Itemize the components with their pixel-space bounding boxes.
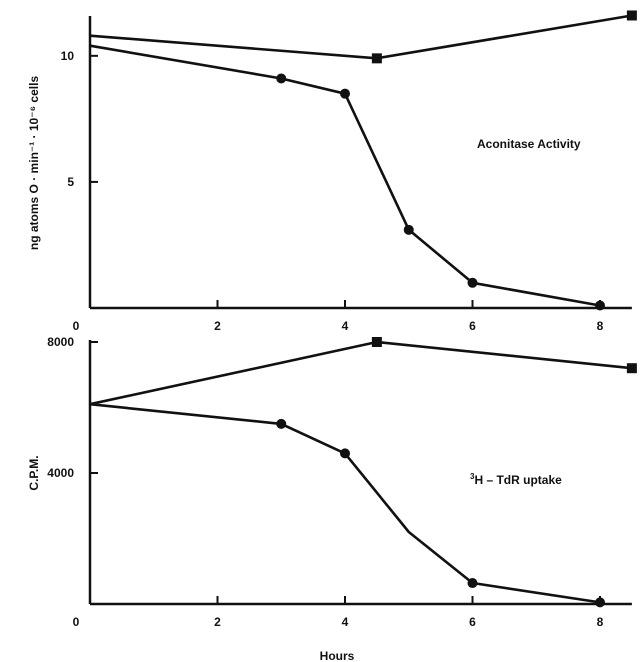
panel-top-series-square-line [89,14,633,60]
panel-bottom-group: 0 2 4 6 8 4000 8000 C.P.M. Hours 3H – TdR uptake [27,335,637,662]
panel-top-y-tick-label: 10 [61,49,75,63]
panel-bottom-square-point [371,337,382,347]
panel-bottom-x-tick-label: 4 [342,615,349,629]
panel-bottom-series-circle-line [89,402,601,604]
panel-bottom-x-tick-label: 8 [597,615,604,629]
panel-top-square-point [371,53,382,64]
panel-bottom-x-axis-title: Hours [320,649,355,662]
panel-bottom-y-tick-label: 4000 [47,466,74,480]
panel-top-x-tick-label: 2 [214,319,221,333]
panel-bottom-circle-point [340,448,350,459]
panel-top-circle-point [403,224,414,235]
panel-top-annotation: Aconitase Activity [477,137,581,151]
panel-bottom-circle-point [276,418,287,429]
panel-bottom-series-square-line [89,340,633,406]
panel-bottom-x-tick-label: 2 [214,615,221,629]
panel-top-circle-point [340,88,350,99]
panel-bottom-y-axis-title: C.P.M. [27,455,41,490]
panel-top-circle-point [467,277,478,288]
panel-top-x-tick-label: 0 [73,319,80,333]
panel-top-circle-point [595,300,605,311]
panel-bottom-circle-point [595,597,605,608]
panel-top-square-point [626,10,637,21]
panel-bottom-x-tick-label: 6 [469,615,476,629]
panel-top-x-tick-label: 8 [597,319,604,333]
panel-bottom-y-tick-label: 8000 [47,335,74,349]
panel-top-group: 0 2 4 6 8 5 10 ng atoms O · min⁻¹ · 10⁻⁶ cells A… [27,10,637,333]
panel-top-x-tick-label: 4 [342,319,349,333]
panel-bottom-square-point [626,363,637,374]
panel-bottom-x-tick-label: 0 [73,615,80,629]
panel-bottom-circle-point [467,578,478,589]
panel-top-y-axis-title: ng atoms O · min⁻¹ · 10⁻⁶ cells [27,76,41,251]
panel-top-circle-point [276,73,287,84]
panel-top-series-circle-line [89,44,601,307]
panel-top-y-tick-label: 5 [67,175,74,189]
panel-bottom-annotation: 3H – TdR uptake [470,472,562,487]
panel-top-x-tick-label: 6 [469,319,476,333]
